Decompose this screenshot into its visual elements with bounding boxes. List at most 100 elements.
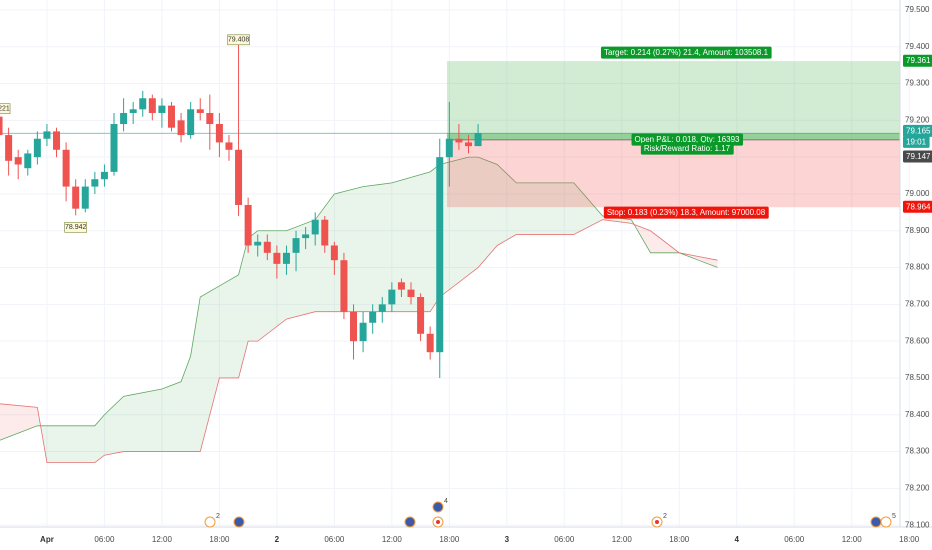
- y-tick-label: 78.100: [905, 520, 930, 529]
- candle-body: [120, 112, 128, 125]
- cloud-fill: [439, 157, 469, 297]
- candle-body: [100, 171, 108, 180]
- candle-body: [91, 179, 99, 187]
- x-tick-label: 06:00: [324, 535, 345, 544]
- candle-body: [417, 296, 425, 334]
- candle-body: [72, 186, 80, 209]
- label-box: [903, 54, 932, 67]
- candle-body: [167, 105, 175, 128]
- cloud-fill: [219, 274, 239, 378]
- cloud-fill: [94, 414, 105, 463]
- annotation-label: 79.408: [228, 37, 250, 44]
- cloud-fill: [248, 230, 258, 342]
- label-box: [903, 200, 932, 213]
- cloud-fill: [200, 285, 220, 452]
- x-tick-label: 18:00: [669, 535, 690, 544]
- candle-body: [436, 157, 444, 353]
- candle-body: [426, 333, 434, 353]
- candle-body: [0, 116, 3, 136]
- event-icon: [432, 501, 444, 513]
- event-icon: [204, 516, 216, 528]
- cloud-fill: [391, 171, 431, 312]
- candle-body: [388, 289, 396, 305]
- plot-area: 79.408 78.942 79.221 Target: 0.214 (0.27%) …: [0, 34, 900, 463]
- event-badge: 2: [216, 513, 220, 520]
- candle-body: [62, 149, 70, 187]
- y-tick-label: 78.700: [905, 299, 930, 308]
- candle-body: [24, 153, 32, 169]
- event-icon: [233, 516, 245, 528]
- cloud-fill: [468, 157, 479, 275]
- candle-body: [158, 105, 166, 113]
- label-text: 78.964: [906, 202, 931, 211]
- candle-body: [33, 138, 41, 158]
- cloud-fill: [286, 219, 316, 320]
- annotation-box: [0, 103, 11, 114]
- cloud-fill: [104, 396, 124, 456]
- event-icon: [655, 520, 659, 524]
- y-tick-label: 79.200: [905, 115, 930, 124]
- label-box: [600, 46, 772, 59]
- y-tick-label: 79.400: [905, 42, 930, 51]
- candle-body: [273, 252, 281, 264]
- candle-body: [407, 289, 415, 297]
- y-tick-label: 78.900: [905, 226, 930, 235]
- candle-body: [340, 260, 348, 312]
- y-tick-label: 78.600: [905, 336, 930, 345]
- candle-body: [225, 142, 233, 150]
- y-tick-label: 78.200: [905, 483, 930, 492]
- y-tick-label: 79.500: [905, 5, 930, 14]
- candle-body: [43, 131, 51, 139]
- y-tick-label: 78.300: [905, 447, 930, 456]
- label-box: [903, 135, 930, 148]
- candle-body: [254, 241, 262, 246]
- y-tick-label: 79.000: [905, 189, 930, 198]
- candle-body: [330, 245, 338, 261]
- y-tick-label: 78.800: [905, 263, 930, 272]
- x-tick-label: 12:00: [842, 535, 863, 544]
- x-tick-label: 06:00: [784, 535, 805, 544]
- cloud-fill: [0, 403, 38, 441]
- event-badge: 4: [444, 498, 448, 505]
- event-icon: [404, 516, 416, 528]
- candle-body: [129, 109, 137, 113]
- x-tick-label: 12:00: [382, 535, 403, 544]
- annotation-label: 79.221: [0, 105, 10, 112]
- cloud-fill: [478, 157, 498, 268]
- label-text: 79.165: [906, 126, 931, 135]
- candle-body: [187, 109, 195, 136]
- event-icons: [204, 501, 892, 528]
- label-text: Open P&L: 0.018, Qty: 16393: [635, 135, 741, 144]
- cloud-fill: [573, 182, 603, 235]
- cloud-fill: [334, 186, 364, 312]
- axes: 78.100 78.200 78.300 78.400 78.500 78.600 78.7…: [40, 5, 932, 544]
- candle-body: [14, 157, 22, 165]
- event-icon: [436, 520, 440, 524]
- cloud-fill: [161, 381, 182, 452]
- cloud-fill: [46, 425, 95, 463]
- candle-body: [282, 252, 290, 264]
- x-tick-label: 18:00: [899, 535, 920, 544]
- label-text: Stop: 0.183 (0.23%) 18.3, Amount: 97000.…: [607, 208, 766, 217]
- candle-body: [53, 131, 61, 150]
- candle-body: [474, 133, 482, 147]
- candle-body: [244, 204, 252, 246]
- label-text: 79.147: [906, 152, 931, 161]
- candle-body: [397, 282, 405, 290]
- candle-body: [378, 304, 386, 312]
- x-tick-label: 12:00: [612, 535, 633, 544]
- label-box: [640, 142, 734, 155]
- label-box: [903, 124, 932, 137]
- label-text: 19:01: [906, 137, 927, 146]
- label-box: [903, 150, 932, 163]
- candle-body: [292, 238, 300, 253]
- candle-body: [110, 124, 118, 172]
- label-box: [603, 206, 769, 219]
- event-badge: 5: [892, 513, 896, 520]
- cloud-span-b: [0, 219, 718, 463]
- annotation-box: [64, 221, 87, 233]
- candle-body: [5, 135, 13, 161]
- candle-body: [464, 142, 472, 147]
